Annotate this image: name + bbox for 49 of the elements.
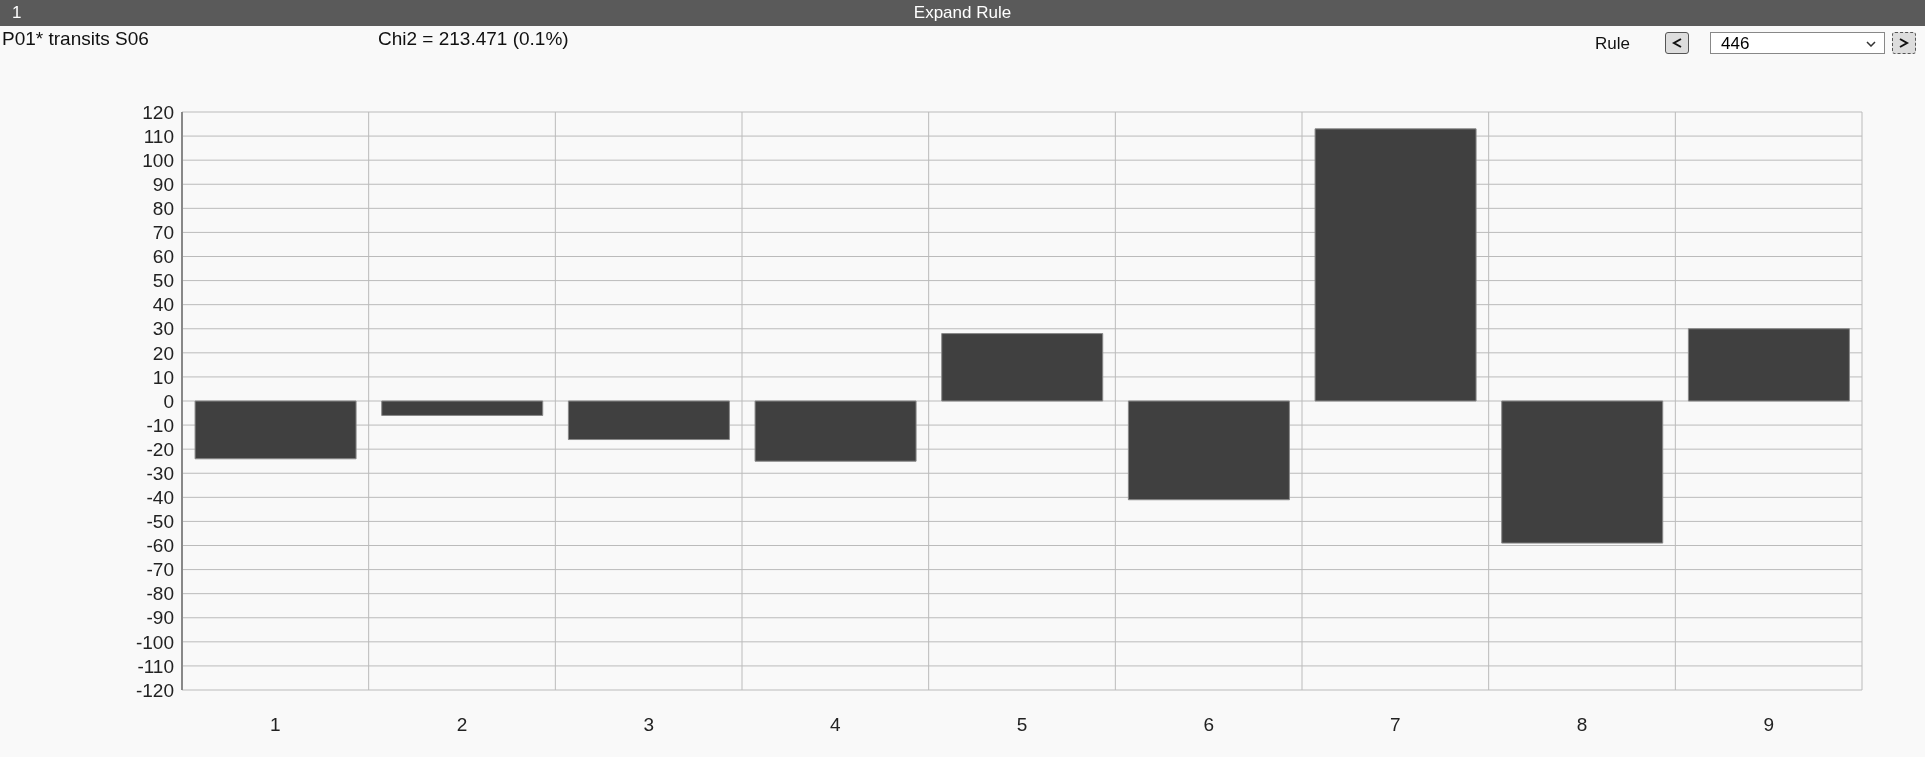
y-tick-label: -30	[146, 462, 174, 484]
x-tick-label: 6	[1203, 714, 1214, 736]
y-tick-label: 20	[152, 342, 174, 364]
y-tick-label: 70	[152, 222, 174, 244]
x-tick-label: 5	[1016, 714, 1028, 736]
y-tick-label: -10	[146, 414, 174, 436]
x-tick-label: 7	[1390, 714, 1401, 736]
bar	[381, 400, 544, 416]
y-tick-label: 30	[152, 318, 174, 340]
x-tick-label: 9	[1763, 714, 1774, 736]
y-tick-label: -50	[146, 511, 174, 533]
y-tick-label: -100	[135, 631, 174, 653]
x-tick-label: 2	[456, 714, 468, 736]
bar	[567, 400, 730, 441]
text: Rule	[1595, 34, 1630, 54]
y-tick-label: 80	[152, 198, 174, 220]
x-tick-label: 8	[1576, 714, 1588, 736]
y-tick-label: -80	[146, 583, 174, 605]
bar	[194, 400, 357, 460]
bar	[1687, 328, 1850, 402]
bar	[941, 333, 1104, 402]
y-tick-label: -20	[146, 438, 174, 460]
y-tick-label: 100	[142, 149, 174, 171]
chart-subtitle: P01* transits S06	[2, 28, 149, 50]
bar	[754, 400, 917, 462]
bar	[1314, 128, 1477, 402]
y-tick-label: 40	[152, 294, 174, 316]
dropdown-field: 446	[1710, 32, 1885, 54]
y-tick-label: -110	[137, 655, 174, 677]
y-tick-label: 50	[152, 270, 174, 292]
chart-title: Expand Rule	[913, 3, 1012, 22]
y-tick-label: 60	[152, 246, 174, 268]
y-tick-label: 110	[143, 125, 174, 147]
y-tick-label: -70	[146, 559, 174, 581]
y-tick-label: -40	[146, 487, 174, 509]
y-tick-label: -60	[146, 535, 174, 557]
x-tick-label: 1	[270, 714, 281, 736]
y-tick-label: 90	[152, 173, 174, 195]
bar	[1127, 400, 1290, 501]
text: Chi2 = 213.471 (0.1%)	[378, 28, 569, 50]
x-tick-label: 4	[830, 714, 842, 736]
y-tick-label: -90	[146, 607, 174, 629]
y-tick-label: 10	[152, 366, 174, 388]
text: 1	[12, 3, 22, 23]
x-tick-label: 3	[643, 714, 654, 736]
y-tick-label: 120	[142, 101, 174, 123]
y-tick-label: 0	[163, 390, 174, 412]
y-tick-label: -120	[135, 679, 174, 701]
bar	[1501, 400, 1664, 544]
